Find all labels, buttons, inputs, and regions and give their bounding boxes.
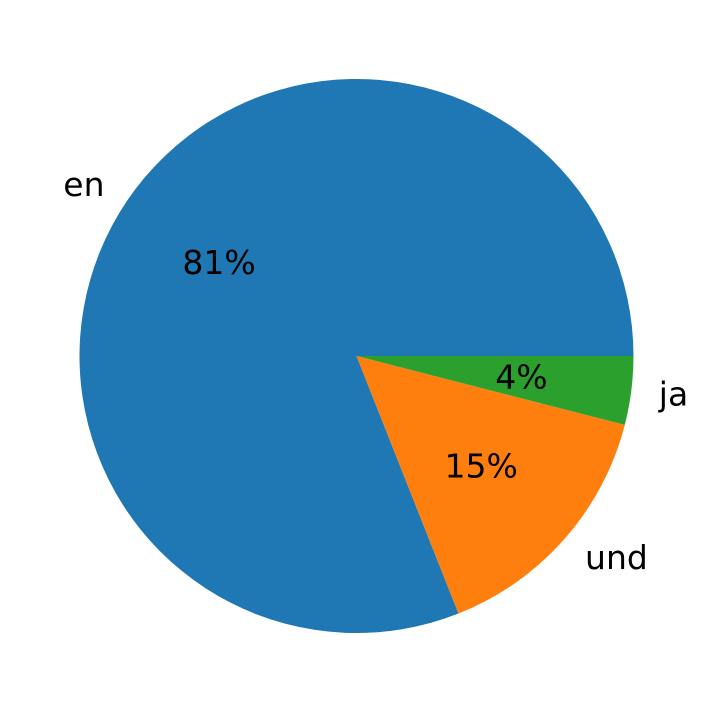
pct-label-en: 81%	[182, 243, 255, 282]
pct-label-und: 15%	[444, 446, 517, 485]
pie-slice-und	[356, 356, 625, 614]
slice-label-und: und	[585, 538, 648, 577]
pie-slice-ja	[356, 356, 634, 425]
pie-slice-en	[79, 78, 634, 633]
slice-label-ja: ja	[658, 375, 688, 414]
slice-label-en: en	[63, 165, 104, 204]
pct-label-ja: 4%	[495, 357, 547, 396]
